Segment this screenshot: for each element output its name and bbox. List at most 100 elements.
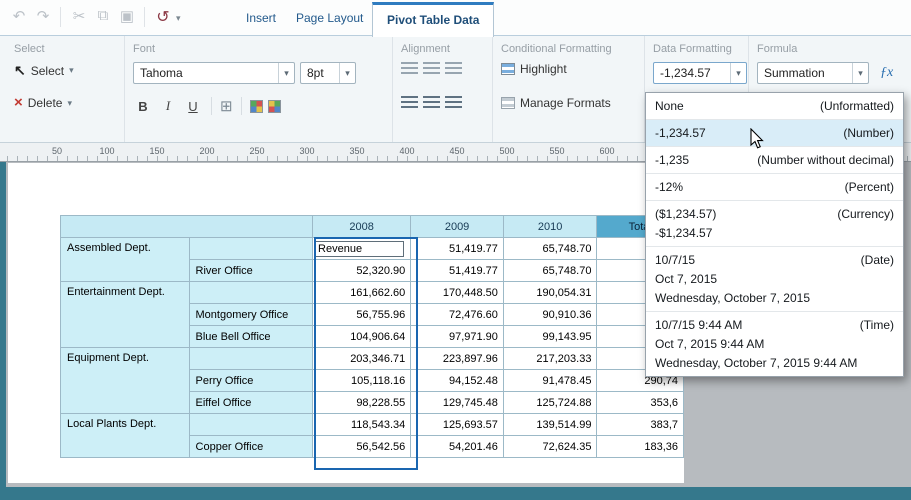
menu-item-percent[interactable]: -12% (Percent) [646, 173, 903, 200]
menu-item-unformatted[interactable]: None (Unformatted) [646, 93, 903, 119]
formula-combobox[interactable]: Summation ▾ [757, 62, 869, 84]
dept-cell[interactable]: Entertainment Dept. [60, 281, 190, 348]
dept-cell[interactable]: Assembled Dept. [60, 237, 190, 282]
data-cell[interactable]: 94,152.48 [410, 369, 504, 392]
data-cell[interactable]: 139,514.99 [502, 413, 598, 436]
select-button[interactable]: ↖ Select ▾ [14, 62, 74, 79]
italic-button[interactable]: I [165, 98, 171, 113]
data-cell[interactable]: 91,478.45 [502, 369, 598, 392]
formula-group: Formula Summation ▾ ƒx [748, 36, 908, 142]
copy-icon[interactable]: ⧉ [97, 7, 109, 24]
menu-item-date[interactable]: 10/7/15 (Date) Oct 7, 2015 Wednesday, Oc… [646, 246, 903, 311]
pivot-corner-cell[interactable] [59, 215, 314, 238]
data-cell[interactable]: 223,897.96 [410, 347, 504, 370]
data-cell[interactable]: 161,662.60 [312, 281, 412, 304]
data-cell[interactable]: 203,346.71 [312, 347, 412, 370]
refresh-data-icon[interactable]: ↺ [156, 9, 170, 26]
data-cell[interactable]: 105,118.16 [312, 369, 412, 392]
align-center-icon[interactable] [423, 96, 440, 108]
menu-item-number[interactable]: -1,234.57 (Number) [646, 119, 903, 146]
font-family-combobox[interactable]: Tahoma ▾ [133, 62, 295, 84]
office-cell[interactable]: Copper Office [188, 435, 314, 458]
office-cell[interactable] [188, 237, 314, 260]
data-cell[interactable]: 51,419.77 [410, 237, 504, 260]
select-button-label: Select [30, 63, 65, 78]
select-dropdown-icon[interactable]: ▾ [69, 65, 74, 75]
office-cell[interactable]: River Office [188, 259, 314, 282]
data-cell[interactable]: 98,228.55 [312, 391, 412, 414]
data-cell[interactable]: 125,693.57 [410, 413, 504, 436]
office-cell[interactable]: Blue Bell Office [188, 325, 314, 348]
align-left-icon[interactable] [401, 96, 418, 108]
data-cell[interactable]: 129,745.48 [410, 391, 504, 414]
align-bottom-icon[interactable] [445, 62, 462, 74]
cell-borders-icon[interactable]: ⊞ [220, 98, 233, 115]
tab-page-layout[interactable]: Page Layout [296, 11, 364, 25]
data-cell[interactable]: 72,476.60 [410, 303, 504, 326]
data-format-dropdown-icon[interactable]: ▾ [730, 63, 746, 83]
data-cell[interactable]: 90,910.36 [502, 303, 598, 326]
fill-color-icon[interactable] [249, 99, 263, 113]
data-cell[interactable]: 353,6 [596, 391, 684, 414]
delete-button[interactable]: × Delete ▾ [14, 95, 72, 110]
data-cell[interactable]: 104,906.64 [312, 325, 412, 348]
bold-button[interactable]: B [138, 98, 148, 114]
office-cell[interactable]: Eiffel Office [188, 391, 314, 414]
tab-pivot-table-data[interactable]: Pivot Table Data [372, 2, 495, 37]
align-middle-icon[interactable] [423, 62, 440, 74]
data-cell[interactable]: 170,448.50 [410, 281, 504, 304]
menu-item-currency[interactable]: ($1,234.57) (Currency) -$1,234.57 [646, 200, 903, 246]
office-cell[interactable] [188, 281, 314, 304]
data-cell[interactable]: 52,320.90 [312, 259, 412, 282]
refresh-data-dropdown-icon[interactable]: ▾ [176, 13, 181, 23]
column-header-2010[interactable]: 2010 [502, 215, 598, 238]
data-cell[interactable]: 54,201.46 [410, 435, 504, 458]
undo-icon[interactable]: ↶ [12, 8, 26, 25]
data-cell[interactable]: 190,054.31 [502, 281, 598, 304]
fx-icon[interactable]: ƒx [880, 65, 894, 80]
dept-cell[interactable]: Equipment Dept. [60, 347, 190, 414]
data-cell[interactable]: 99,143.95 [502, 325, 598, 348]
data-cell[interactable]: 217,203.33 [502, 347, 598, 370]
data-cell[interactable]: 65,748.70 [502, 237, 598, 260]
paste-icon[interactable]: ▣ [119, 8, 135, 25]
office-cell[interactable]: Montgomery Office [188, 303, 314, 326]
column-header-2008[interactable]: 2008 [312, 215, 412, 238]
tab-insert[interactable]: Insert [246, 11, 277, 25]
formula-dropdown-icon[interactable]: ▾ [852, 63, 868, 83]
dept-cell[interactable]: Local Plants Dept. [60, 413, 190, 458]
font-size-combobox[interactable]: 8pt ▾ [300, 62, 356, 84]
font-size-dropdown-icon[interactable]: ▾ [339, 63, 355, 83]
data-cell[interactable]: 183,36 [596, 435, 684, 458]
redo-icon[interactable]: ↷ [36, 8, 50, 25]
menu-item-number-no-decimal[interactable]: -1,235 (Number without decimal) [646, 146, 903, 173]
data-cell[interactable]: 383,7 [596, 413, 684, 436]
manage-formats-button[interactable]: Manage Formats [501, 96, 611, 110]
menu-item-variant: Wednesday, October 7, 2015 9:44 AM [655, 356, 858, 370]
selected-data-cell[interactable]: Revenue [312, 237, 412, 260]
data-cell[interactable]: 51,419.77 [410, 259, 504, 282]
office-cell[interactable]: Perry Office [188, 369, 314, 392]
data-cell[interactable]: 65,748.70 [502, 259, 598, 282]
delete-dropdown-icon[interactable]: ▾ [67, 97, 72, 108]
menu-item-variant: -$1,234.57 [655, 226, 713, 240]
highlight-button[interactable]: Highlight [501, 62, 567, 76]
data-format-combobox[interactable]: -1,234.57 ▾ [653, 62, 747, 84]
data-cell[interactable]: 97,971.90 [410, 325, 504, 348]
office-cell[interactable] [188, 413, 314, 436]
font-color-icon[interactable] [267, 99, 281, 113]
data-cell[interactable]: 125,724.88 [502, 391, 598, 414]
data-cell[interactable]: 56,755.96 [312, 303, 412, 326]
office-cell[interactable] [188, 347, 314, 370]
align-top-icon[interactable] [401, 62, 418, 74]
font-family-dropdown-icon[interactable]: ▾ [278, 63, 294, 83]
menu-item-time[interactable]: 10/7/15 9:44 AM (Time) Oct 7, 2015 9:44 … [646, 311, 903, 376]
align-right-icon[interactable] [445, 96, 462, 108]
menu-item-category: (Number without decimal) [757, 153, 894, 167]
column-header-2009[interactable]: 2009 [410, 215, 504, 238]
underline-button[interactable]: U [188, 98, 198, 114]
data-cell[interactable]: 56,542.56 [312, 435, 412, 458]
cut-icon[interactable]: ✂ [72, 8, 86, 25]
data-cell[interactable]: 118,543.34 [312, 413, 412, 436]
data-cell[interactable]: 72,624.35 [502, 435, 598, 458]
